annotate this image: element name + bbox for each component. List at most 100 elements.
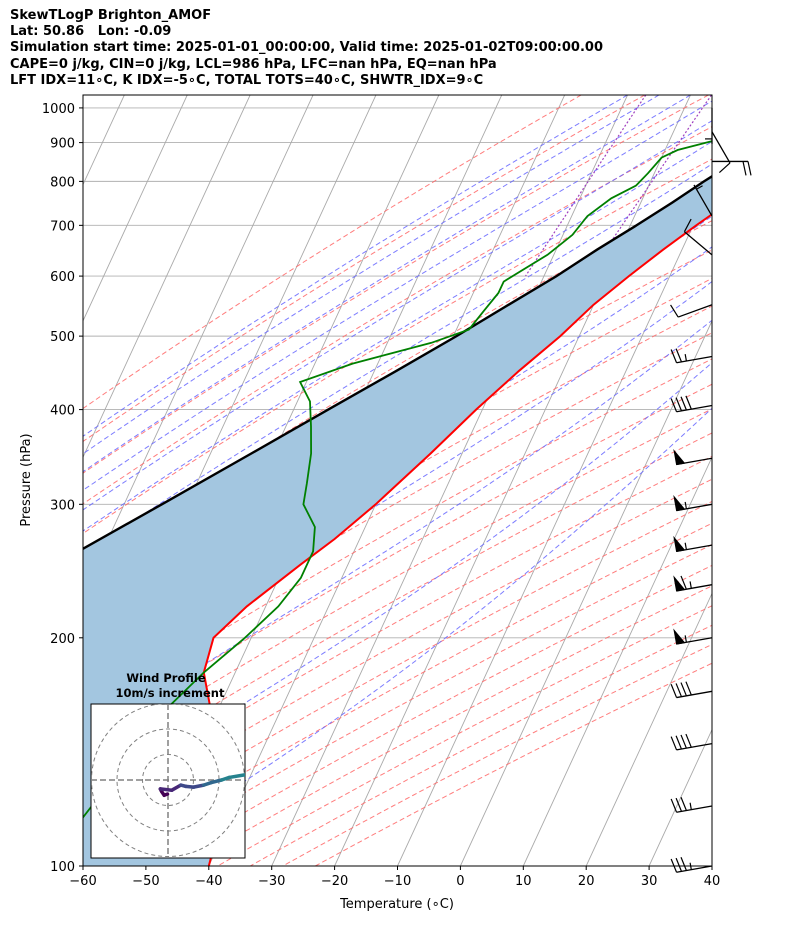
temperature-line [202,213,712,866]
dry-adiabat-line [83,383,712,741]
wind-barb-half [684,354,687,362]
mixing-ratio-line [525,95,647,277]
wind-barb [673,575,713,592]
y-tick-label: 500 [50,330,75,345]
isotherm-line [334,95,691,866]
wind-barb-full [670,798,678,813]
header-line-1: SkewTLogP Brighton_AMOF [10,8,212,23]
moist-adiabat-line [83,95,660,455]
wind-barb-shaft [676,404,713,413]
wind-barb-half [696,185,703,190]
x-tick-label: −30 [258,874,285,889]
wind-barb-full [747,161,752,176]
x-tick-label: −20 [321,874,348,889]
hodograph-trace-segment [209,778,224,785]
wind-barb-full [675,797,683,812]
wind-barb-flag [673,628,686,645]
parcel-profile-line [83,174,712,551]
wind-barb-full [670,304,679,318]
moist-adiabat-line [83,319,712,742]
x-tick-label: −60 [69,874,96,889]
moist-adiabat-line [83,140,712,532]
dry-adiabat-line [83,158,712,535]
y-tick-label: 300 [50,498,75,513]
dry-adiabat-line [119,544,712,866]
y-tick-label: 400 [50,404,75,419]
dry-adiabat-line [83,358,712,718]
wind-barb-full [675,735,683,750]
wind-barb-shaft [711,131,731,164]
isotherm-line [459,319,712,866]
wind-barb-full [680,575,687,590]
wind-barb [711,131,731,174]
y-tick-label: 800 [50,175,75,190]
isotherm-line [83,95,251,459]
header-line-4: CAPE=0 j/kg, CIN=0 j/kg, LCL=986 hPa, LF… [10,57,497,72]
wind-barb-half [689,802,692,810]
y-tick-label: 1000 [42,102,75,117]
wind-barb [673,535,713,553]
dry-adiabat-line [83,455,712,808]
wind-barb [670,348,713,364]
dewpoint-line [83,140,712,819]
wind-barb-full [670,684,678,698]
x-tick-label: 30 [641,874,658,889]
wind-barb [673,628,713,645]
wind-barb-full [685,395,692,410]
wind-barb [670,796,713,813]
hodograph-trace-segment [158,787,174,792]
wind-barb-full [680,682,687,697]
wind-barb [670,681,713,699]
wind-barb [705,107,713,144]
wind-barb-half [684,635,687,643]
wind-barb-full [670,736,678,751]
wind-barb-full [685,733,692,748]
wind-barb-flag [673,535,686,552]
wind-barb-half [684,501,687,509]
moist-adiabat-line [83,100,712,491]
dry-adiabat-line [83,95,582,410]
mixing-ratio-line [587,95,712,277]
isotherm-line [271,95,628,866]
wind-barb-full [680,796,687,811]
wind-barb-half [689,581,692,589]
isotherm-line [83,95,188,322]
wind-barb-shaft [676,865,713,873]
y-tick-label: 600 [50,270,75,285]
wind-barb-full [718,162,731,174]
wind-barb [693,184,713,217]
moist-adiabat-line [83,95,628,437]
wind-barb-flag [673,494,686,512]
y-tick-label: 700 [50,219,75,234]
wind-barb [683,218,713,256]
wind-barb [712,160,752,176]
wind-barb-full [670,349,678,363]
y-tick-label: 200 [50,632,75,647]
wind-barb-full [680,396,687,411]
hodograph-title: Wind Profile [126,671,206,685]
wind-barb-shaft [676,805,713,813]
wind-barb-full [683,218,692,232]
x-tick-label: 20 [578,874,595,889]
hodograph-subtitle: 10m/s increment [116,686,225,700]
dry-adiabat-line [83,249,712,618]
header-line-5: LFT IDX=11∘C, K IDX=-5∘C, TOTAL TOTS=40∘… [10,73,484,88]
wind-barb [670,304,713,318]
wind-barb-full [675,397,683,412]
wind-barb-shaft [684,231,713,256]
x-tick-label: 10 [515,874,532,889]
header-line-2: Lat: 50.86 Lon: -0.09 [10,24,172,39]
moist-adiabat-line [113,407,712,866]
wind-barb [673,494,713,512]
moist-adiabat-line [83,362,712,806]
x-tick-label: −10 [384,874,411,889]
x-axis-label: Temperature (∘C) [339,897,454,912]
moist-adiabat-line [83,95,691,473]
wind-barb-shaft [676,690,713,699]
isotherm-line [711,864,712,866]
isotherm-line [648,728,712,866]
moist-adiabat-line [83,163,712,556]
y-tick-label: 900 [50,137,75,152]
wind-barb-shaft [677,304,713,318]
